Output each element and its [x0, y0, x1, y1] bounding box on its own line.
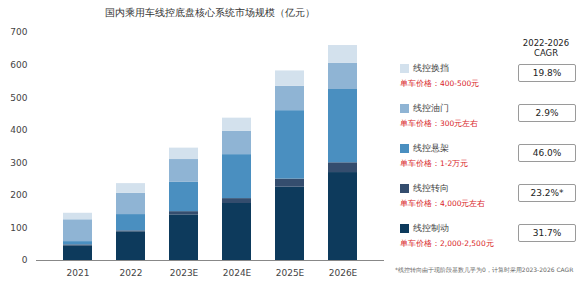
svg-text:0: 0 — [22, 255, 28, 265]
svg-text:2023E: 2023E — [170, 268, 199, 278]
svg-text:2021: 2021 — [67, 268, 90, 278]
svg-text:700: 700 — [10, 27, 27, 37]
html-text:23.2%*: 23.2%* — [530, 188, 564, 198]
html-text:46.0%: 46.0% — [532, 148, 562, 158]
html-text:国内乘用车线控底盘核心系统市场规模（亿元）: 国内乘用车线控底盘核心系统市场规模（亿元） — [105, 7, 315, 18]
html-text:31.7%: 31.7% — [532, 228, 562, 238]
html-text:19.8%: 19.8% — [532, 68, 562, 78]
html-text:单车价格：4,000元左右: 单车价格：4,000元左右 — [400, 199, 486, 208]
html-text:线控转向: 线控转向 — [413, 183, 449, 193]
html-text:*线控转向由于现阶段基数几乎为0，计算时采用2023-202: *线控转向由于现阶段基数几乎为0，计算时采用2023-2026 CAGR — [395, 266, 574, 273]
svg-text:300: 300 — [10, 158, 27, 168]
html-text:2022-2026 CAGR: 2022-2026 CAGR — [522, 38, 570, 58]
svg-text:200: 200 — [10, 190, 27, 200]
svg-text:2022: 2022 — [120, 268, 143, 278]
svg-text:400: 400 — [10, 125, 27, 135]
html-text:线控换挡: 线控换挡 — [413, 63, 449, 73]
html-text:单车价格：1-2万元: 单车价格：1-2万元 — [400, 159, 469, 168]
svg-text:500: 500 — [10, 93, 27, 103]
svg-text:2026E: 2026E — [329, 268, 358, 278]
html-text:单车价格：300元左右: 单车价格：300元左右 — [400, 119, 479, 128]
svg-text:2025E: 2025E — [276, 268, 305, 278]
svg-text:100: 100 — [10, 223, 27, 233]
html-text:单车价格：400-500元: 单车价格：400-500元 — [400, 79, 480, 88]
svg-text:600: 600 — [10, 60, 27, 70]
html-text:2.9%: 2.9% — [535, 108, 559, 118]
html-text:线控悬架: 线控悬架 — [413, 143, 449, 153]
html-text:线控制动: 线控制动 — [413, 223, 449, 233]
svg-text:2024E: 2024E — [223, 268, 252, 278]
html-text:单车价格：2,000-2,500元: 单车价格：2,000-2,500元 — [400, 239, 494, 248]
html-text:线控油门: 线控油门 — [413, 103, 449, 113]
